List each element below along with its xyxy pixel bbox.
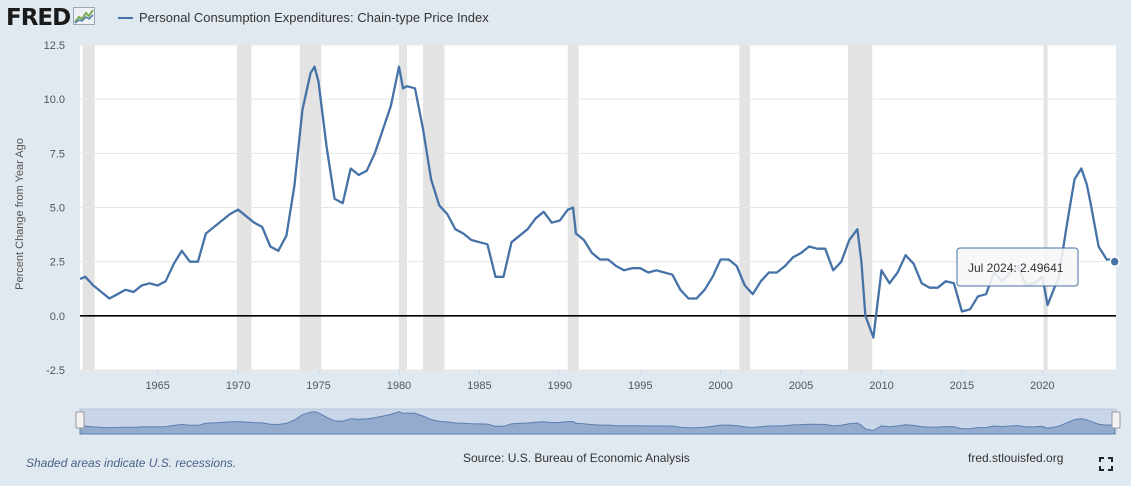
y-tick-label: 2.5 — [50, 257, 65, 269]
x-tick-label: 1990 — [548, 380, 572, 392]
tooltip-label: Jul 2024: — [968, 261, 1020, 275]
source-text: Source: U.S. Bureau of Economic Analysis — [463, 451, 690, 465]
x-tick-label: 1975 — [306, 380, 330, 392]
x-tick-label: 1970 — [226, 380, 250, 392]
x-tick-label: 2010 — [869, 380, 893, 392]
navigator-series — [79, 411, 1116, 435]
x-tick-label: 1980 — [387, 380, 411, 392]
tooltip-value: 2.49641 — [1020, 261, 1064, 275]
x-tick-label: 2000 — [708, 380, 732, 392]
legend-swatch — [118, 16, 133, 19]
y-tick-label: 0.0 — [50, 311, 65, 323]
navigator-handle-right[interactable] — [1111, 411, 1121, 429]
x-tick-label: 1965 — [145, 380, 169, 392]
navigator-handle-left[interactable] — [75, 411, 85, 429]
chart-canvas[interactable]: -2.5 0.0 2.5 5.0 7.5 10.0 12.5 1965 1970 1975 198… — [0, 0, 1131, 440]
hover-marker — [1109, 256, 1120, 267]
recession-note: Shaded areas indicate U.S. recessions. — [26, 456, 237, 470]
fred-url-link[interactable]: fred.stlouisfed.org — [968, 451, 1064, 465]
x-tick-label: 2020 — [1030, 380, 1054, 392]
y-tick-label: 7.5 — [50, 148, 65, 160]
y-tick-label: -2.5 — [46, 365, 65, 377]
legend-label: Personal Consumption Expenditures: Chain… — [139, 10, 489, 25]
x-tick-label: 1985 — [467, 380, 491, 392]
chart-legend: Personal Consumption Expenditures: Chain… — [118, 10, 489, 25]
y-tick-label: 10.0 — [44, 94, 65, 106]
fullscreen-icon[interactable] — [1099, 457, 1113, 471]
fred-logo-text: FRED — [6, 5, 71, 31]
tooltip-text: Jul 2024: 2.49641 — [968, 261, 1064, 275]
series-line[interactable] — [79, 65, 1116, 339]
tooltip-box — [956, 247, 1079, 287]
x-tick-label: 2005 — [789, 380, 813, 392]
fred-logo[interactable]: FRED — [6, 5, 96, 31]
sparkline-chart-icon — [73, 6, 96, 30]
x-tick-label: 2015 — [950, 380, 974, 392]
y-tick-label: 12.5 — [44, 40, 65, 52]
y-tick-label: 5.0 — [50, 203, 65, 215]
x-tick-label: 1995 — [628, 380, 652, 392]
